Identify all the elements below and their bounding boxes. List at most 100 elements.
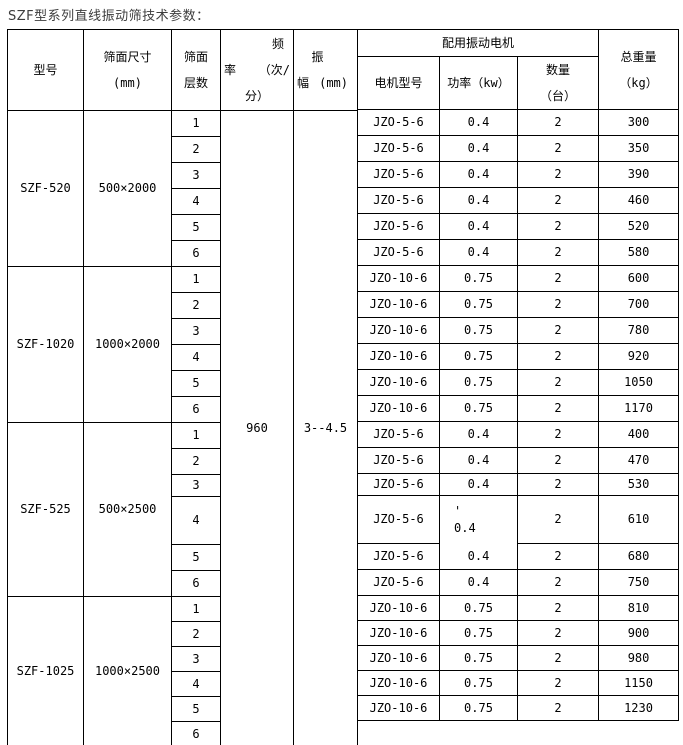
motor-table-row: JZO-5-6 0.4 2 460 bbox=[357, 187, 680, 214]
power-cell: ' 0.4 bbox=[439, 495, 518, 544]
power-cell: 0.4 bbox=[439, 473, 518, 496]
spec-table: 型号 筛面尺寸 (mm) 筛面 层数 频 率 （次/ bbox=[7, 29, 683, 745]
power-cell: 0.4 bbox=[439, 569, 518, 596]
layer-cell: 2 bbox=[171, 448, 221, 475]
header-layers-line2: 层数 bbox=[183, 76, 208, 90]
weight-cell: 300 bbox=[598, 109, 680, 136]
weight-cell: 350 bbox=[598, 135, 680, 162]
weight-cell: 680 bbox=[598, 543, 680, 570]
qty-cell: 2 bbox=[516, 317, 600, 344]
motor-table-row: JZO-10-6 0.75 2 600 bbox=[357, 265, 680, 292]
header-frequency-line2: 率 （次/ bbox=[222, 57, 293, 83]
motor-table-row: JZO-10-6 0.75 2 1050 bbox=[357, 369, 680, 396]
left-table-row: SZF-1025 1000×2500 1 bbox=[7, 596, 358, 745]
power-cell: 0.4 bbox=[439, 421, 518, 448]
qty-cell: 2 bbox=[516, 569, 600, 596]
power-cell: 0.4 bbox=[439, 543, 518, 570]
left-table-row: 5 bbox=[8, 370, 358, 397]
left-table-row: 3 bbox=[8, 318, 358, 345]
layer-cell: 4 bbox=[171, 344, 221, 371]
motor-model-cell: JZO-5-6 bbox=[357, 187, 440, 214]
header-row: 型号 筛面尺寸 (mm) 筛面 层数 频 率 （次/ bbox=[7, 29, 358, 111]
weight-cell: 1050 bbox=[598, 369, 680, 396]
qty-cell: 2 bbox=[516, 291, 600, 318]
header-layers-line1: 筛面 bbox=[183, 50, 208, 64]
left-table-row: 2 bbox=[8, 136, 358, 163]
layer-cell: 6 bbox=[171, 240, 221, 267]
header-qty-line2: （台） bbox=[540, 89, 577, 103]
left-table-row: 2 bbox=[8, 448, 358, 475]
layer-cell: 1 bbox=[171, 422, 221, 449]
motor-table-row: JZO-10-6 0.75 2 1150 bbox=[357, 670, 680, 696]
motor-model-cell: JZO-5-6 bbox=[357, 135, 440, 162]
left-table-row: 4 bbox=[8, 671, 358, 697]
header-amplitude-line2a: 幅 bbox=[297, 76, 310, 90]
header-qty: 数量 （台） bbox=[516, 56, 600, 110]
motor-table-row: JZO-10-6 0.75 2 700 bbox=[357, 291, 680, 318]
weight-cell: 900 bbox=[598, 620, 680, 646]
qty-cell: 2 bbox=[516, 620, 600, 646]
model-cell: SZF-520 bbox=[7, 110, 84, 267]
weight-cell: 1170 bbox=[598, 395, 680, 422]
qty-cell: 2 bbox=[516, 213, 600, 240]
weight-cell: 750 bbox=[598, 569, 680, 596]
layer-cell: 2 bbox=[171, 136, 221, 163]
qty-cell: 2 bbox=[516, 447, 600, 474]
amplitude-cell: 3--4.5 bbox=[293, 110, 358, 745]
motor-table-row: JZO-10-6 0.75 2 1170 bbox=[357, 395, 680, 422]
qty-cell: 2 bbox=[516, 135, 600, 162]
qty-cell: 2 bbox=[516, 595, 600, 621]
motor-model-cell: JZO-10-6 bbox=[357, 695, 440, 721]
qty-cell: 2 bbox=[516, 670, 600, 696]
power-cell: 0.75 bbox=[439, 695, 518, 721]
power-cell: 0.75 bbox=[439, 670, 518, 696]
left-table-row: SZF-1020 1000×2000 1 bbox=[7, 266, 358, 423]
motor-table-row: JZO-5-6 0.4 2 750 bbox=[357, 569, 680, 596]
motor-table-row: JZO-10-6 0.75 2 980 bbox=[357, 645, 680, 671]
weight-cell: 530 bbox=[598, 473, 680, 496]
power-cell: 0.75 bbox=[439, 395, 518, 422]
weight-cell: 1230 bbox=[598, 695, 680, 721]
power-cell: 0.4 bbox=[439, 135, 518, 162]
header-motor-model: 电机型号 bbox=[357, 56, 440, 110]
motor-table-row: JZO-5-6 0.4 2 470 bbox=[357, 447, 680, 474]
left-table-row: SZF-525 500×2500 1 bbox=[7, 422, 358, 597]
qty-cell: 2 bbox=[516, 421, 600, 448]
layer-cell: 1 bbox=[171, 596, 221, 622]
header-motor-group: 配用振动电机 bbox=[356, 29, 600, 57]
layer-cell: 3 bbox=[171, 646, 221, 672]
motor-table-row: JZO-5-6 0.4 2 520 bbox=[357, 213, 680, 240]
motor-model-cell: JZO-5-6 bbox=[357, 495, 440, 544]
left-table-row: 2 bbox=[8, 621, 358, 647]
header-amplitude: 振 幅 (mm) bbox=[293, 29, 358, 111]
motor-model-cell: JZO-5-6 bbox=[357, 213, 440, 240]
qty-cell: 2 bbox=[516, 239, 600, 266]
header-screen-size: 筛面尺寸 (mm) bbox=[83, 29, 172, 111]
layer-cell: 4 bbox=[171, 671, 221, 697]
left-table-row: 6 bbox=[8, 240, 358, 267]
qty-cell: 2 bbox=[516, 369, 600, 396]
motor-model-cell: JZO-10-6 bbox=[357, 620, 440, 646]
motor-table-row: JZO-5-6 0.4 2 400 bbox=[357, 421, 680, 448]
left-table-row: SZF-520 500×2000 1 960 3--4.5 bbox=[7, 110, 358, 745]
motor-model-cell: JZO-5-6 bbox=[357, 543, 440, 570]
layer-cell: 6 bbox=[171, 396, 221, 423]
motor-table-row: JZO-10-6 0.75 2 1230 bbox=[357, 695, 680, 721]
qty-cell: 2 bbox=[516, 645, 600, 671]
header-amplitude-line2b: (mm) bbox=[319, 76, 348, 90]
power-cell: 0.75 bbox=[439, 317, 518, 344]
power-cell: 0.75 bbox=[439, 369, 518, 396]
motor-model-cell: JZO-10-6 bbox=[357, 317, 440, 344]
header-screen-size-line2: (mm) bbox=[113, 76, 142, 90]
header-frequency-line1: 频 bbox=[271, 37, 284, 51]
motor-model-cell: JZO-5-6 bbox=[357, 161, 440, 188]
left-table-row: 4 bbox=[8, 344, 358, 371]
header-amplitude-line1: 振 bbox=[311, 50, 324, 64]
qty-cell: 2 bbox=[516, 543, 600, 570]
power-cell: 0.75 bbox=[439, 291, 518, 318]
motor-model-cell: JZO-5-6 bbox=[357, 473, 440, 496]
motor-table-row: JZO-10-6 0.75 2 810 bbox=[357, 595, 680, 621]
header-frequency-line2b: （次/ bbox=[258, 63, 290, 77]
weight-cell: 920 bbox=[598, 343, 680, 370]
